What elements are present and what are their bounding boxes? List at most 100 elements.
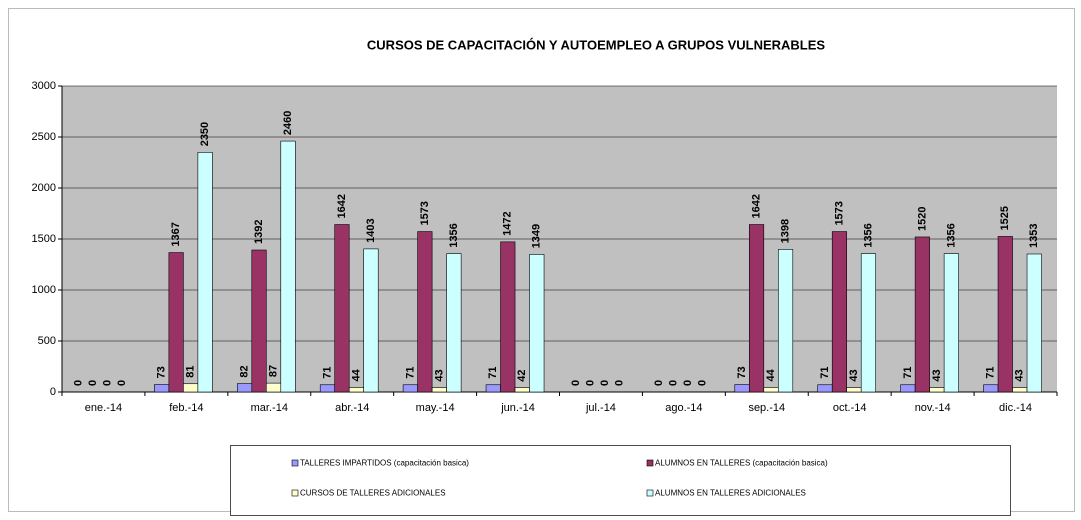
- bar: [997, 236, 1013, 393]
- bar: [154, 384, 170, 393]
- data-label: 43: [433, 369, 445, 381]
- data-label: 0: [599, 380, 611, 386]
- legend-label: TALLERES IMPARTIDOS (capacitación basica…: [300, 459, 469, 468]
- y-tick-label: 1500: [32, 233, 56, 245]
- x-tick-label: abr.-14: [335, 402, 369, 414]
- bar: [943, 253, 959, 393]
- legend-label: ALUMNOS EN TALLERES ADICIONALES: [655, 489, 806, 498]
- bar: [514, 387, 530, 393]
- data-label: 1356: [448, 223, 460, 247]
- y-tick-label: 1000: [32, 284, 56, 296]
- bar: [1012, 387, 1028, 393]
- bar: [168, 252, 184, 393]
- data-label: 1392: [253, 220, 265, 244]
- data-label: 0: [73, 380, 85, 386]
- data-label: 44: [350, 368, 362, 381]
- data-label: 71: [404, 367, 416, 379]
- bar: [983, 384, 999, 393]
- legend-swatch: [291, 459, 299, 467]
- bar: [197, 152, 213, 393]
- x-tick-label: nov.-14: [915, 402, 951, 414]
- data-label: 1573: [419, 201, 431, 225]
- bar: [929, 387, 945, 393]
- bar: [334, 224, 350, 393]
- data-label: 0: [570, 380, 582, 386]
- x-tick-label: dic.-14: [999, 402, 1032, 414]
- data-label: 0: [614, 380, 626, 386]
- data-label: 1356: [945, 223, 957, 247]
- legend-swatch: [291, 489, 299, 497]
- x-tick-label: may.-14: [416, 402, 455, 414]
- bar: [183, 383, 199, 393]
- data-label: 42: [516, 369, 528, 381]
- x-tick-label: oct.-14: [833, 402, 867, 414]
- data-label: 71: [902, 367, 914, 379]
- data-label: 0: [87, 380, 99, 386]
- y-tick-label: 2500: [32, 131, 56, 143]
- data-label: 0: [116, 380, 128, 386]
- data-label: 1525: [999, 206, 1011, 230]
- x-tick-label: feb.-14: [169, 402, 203, 414]
- legend-label: CURSOS DE TALLERES ADICIONALES: [300, 489, 446, 498]
- x-tick-label: jun.-14: [500, 402, 535, 414]
- data-label: 73: [736, 366, 748, 378]
- legend-swatch: [646, 459, 654, 467]
- bar: [236, 383, 253, 393]
- x-tick-label: jul.-14: [585, 402, 616, 414]
- data-label: 1642: [336, 194, 348, 218]
- data-label: 1403: [365, 218, 377, 242]
- bar: [763, 387, 779, 393]
- bar: [734, 384, 750, 393]
- x-tick-label: ago.-14: [665, 402, 702, 414]
- bar: [417, 231, 433, 393]
- bar: [900, 384, 916, 393]
- bar: [1026, 253, 1042, 393]
- data-label: 1520: [916, 206, 928, 230]
- data-label: 73: [156, 366, 168, 378]
- data-label: 1349: [531, 224, 543, 248]
- bar: [348, 387, 365, 393]
- data-label: 44: [765, 368, 777, 381]
- x-tick-label: sep.-14: [748, 402, 785, 414]
- data-label: 2460: [282, 111, 294, 135]
- data-label: 81: [185, 365, 197, 377]
- data-label: 71: [487, 367, 499, 379]
- bar: [402, 384, 418, 393]
- legend-label: ALUMNOS EN TALLERES (capacitación basica…: [655, 459, 828, 468]
- data-label: 1356: [862, 223, 874, 247]
- x-tick-label: ene.-14: [85, 402, 122, 414]
- bar: [251, 249, 267, 393]
- data-label: 1353: [1028, 224, 1040, 248]
- data-label: 71: [819, 367, 831, 379]
- data-label: 43: [931, 369, 943, 381]
- bar: [363, 248, 379, 393]
- data-label: 43: [1014, 369, 1026, 381]
- data-label: 71: [321, 367, 333, 379]
- bar: [446, 253, 462, 393]
- bar: [777, 249, 794, 393]
- bar: [860, 253, 877, 393]
- data-label: 0: [697, 380, 709, 386]
- bar: [831, 231, 848, 393]
- legend: [230, 445, 1011, 516]
- bar: [817, 384, 833, 393]
- data-label: 0: [682, 380, 694, 386]
- data-label: 43: [848, 369, 860, 381]
- data-label: 71: [985, 367, 997, 379]
- bar: [280, 140, 296, 393]
- bar: [319, 384, 336, 393]
- y-tick-label: 2000: [32, 182, 56, 194]
- data-label: 1472: [502, 211, 514, 235]
- data-label: 87: [267, 365, 279, 377]
- y-tick-label: 3000: [32, 80, 56, 92]
- legend-swatch: [646, 489, 654, 497]
- y-tick-label: 500: [38, 335, 56, 347]
- x-tick-label: mar.-14: [251, 402, 288, 414]
- bar: [748, 224, 765, 393]
- y-tick-label: 0: [50, 386, 56, 398]
- bar: [914, 236, 930, 393]
- data-label: 0: [668, 380, 680, 386]
- data-label: 0: [102, 380, 114, 386]
- data-label: 1642: [750, 194, 762, 218]
